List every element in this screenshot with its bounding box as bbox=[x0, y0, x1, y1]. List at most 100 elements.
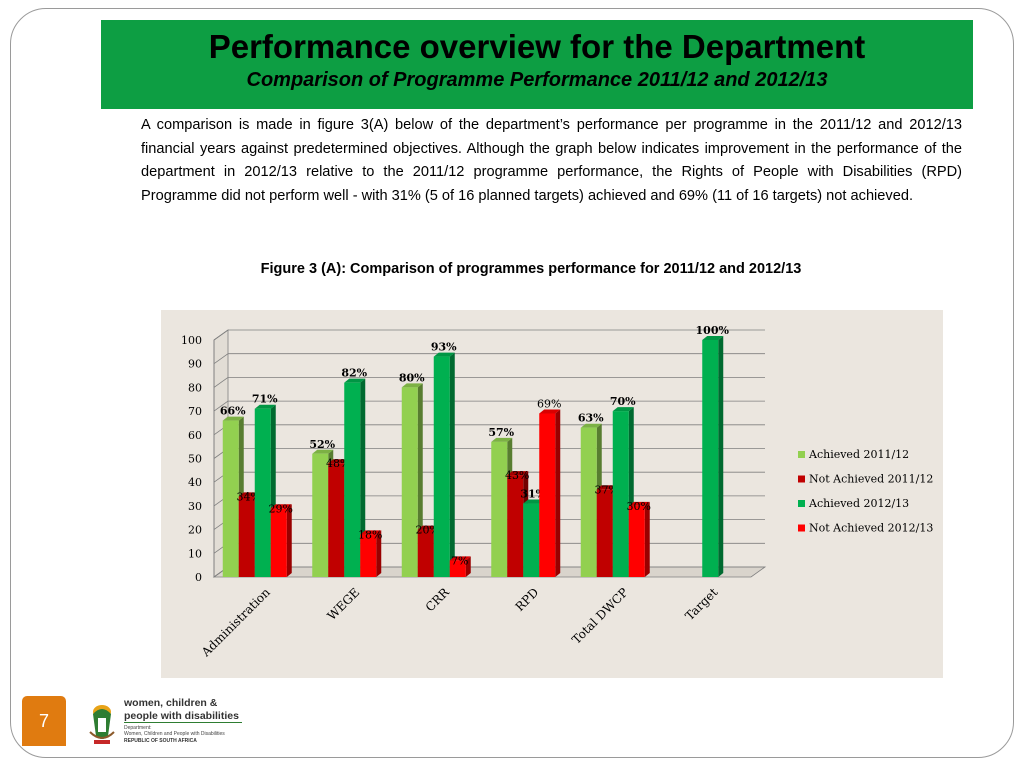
bar-top bbox=[254, 404, 276, 409]
dept-line2: Women, Children and People with Disabili… bbox=[124, 731, 225, 737]
bar bbox=[507, 475, 524, 577]
bar bbox=[417, 529, 434, 577]
bar-side bbox=[644, 501, 650, 577]
legend-swatch bbox=[798, 524, 805, 532]
bar-top bbox=[523, 499, 545, 504]
x-tick-label: RPD bbox=[513, 585, 542, 614]
bar-top bbox=[491, 437, 513, 442]
dept-line3: REPUBLIC OF SOUTH AFRICA bbox=[124, 738, 197, 744]
bar-top bbox=[270, 504, 292, 509]
x-tick-label: CRR bbox=[423, 585, 453, 615]
bar-top bbox=[612, 407, 634, 412]
bar-top bbox=[539, 409, 561, 414]
bar bbox=[523, 503, 540, 577]
slide-subtitle: Comparison of Programme Performance 2011… bbox=[246, 69, 828, 91]
bar-side bbox=[718, 336, 724, 577]
legend-entry: Not Achieved 2012/13 bbox=[809, 522, 933, 535]
data-label: 30% bbox=[627, 500, 651, 513]
bar bbox=[628, 505, 645, 577]
dept-line1: Department: bbox=[124, 725, 152, 731]
data-label: 66% bbox=[220, 405, 246, 418]
bar bbox=[596, 489, 613, 577]
coat-of-arms-icon bbox=[89, 705, 115, 744]
data-label: 80% bbox=[399, 371, 425, 384]
gridline-depth bbox=[213, 400, 229, 412]
bar bbox=[580, 427, 597, 577]
bar-side bbox=[360, 378, 366, 577]
y-tick-label: 40 bbox=[188, 476, 202, 489]
data-label: 82% bbox=[341, 367, 367, 380]
legend-swatch bbox=[798, 451, 805, 458]
chart-floor bbox=[212, 566, 767, 578]
bar-top bbox=[238, 492, 260, 497]
bar-top bbox=[222, 416, 244, 421]
y-tick-label: 50 bbox=[188, 453, 202, 466]
bar bbox=[449, 560, 466, 577]
bar bbox=[328, 463, 345, 577]
gridline-depth bbox=[213, 377, 229, 388]
y-tick-label: 70 bbox=[188, 405, 202, 418]
page-number: 7 bbox=[22, 696, 66, 746]
y-tick-label: 80 bbox=[188, 381, 202, 394]
x-tick-label: Total DWCP bbox=[569, 585, 631, 647]
data-label: 71% bbox=[252, 393, 278, 406]
data-label: 52% bbox=[309, 438, 335, 451]
legend-entry: Achieved 2011/12 bbox=[808, 448, 909, 461]
data-label: 43% bbox=[505, 469, 529, 482]
gridline-depth bbox=[213, 329, 229, 341]
data-label: 7% bbox=[451, 554, 468, 567]
bar bbox=[344, 382, 361, 577]
data-label: 100% bbox=[696, 324, 730, 337]
bar-top bbox=[312, 449, 334, 454]
bar-top bbox=[507, 471, 529, 476]
y-tick-label: 90 bbox=[188, 358, 202, 371]
x-tick-label: WEGE bbox=[325, 585, 363, 623]
x-tick-label: Target bbox=[682, 585, 720, 623]
bar bbox=[539, 413, 556, 577]
bar-side bbox=[555, 409, 561, 577]
bar bbox=[612, 411, 629, 577]
bar bbox=[254, 408, 271, 577]
bar-top bbox=[344, 378, 366, 383]
y-tick-label: 20 bbox=[188, 524, 202, 537]
logo-divider bbox=[124, 722, 242, 723]
bar-side bbox=[465, 556, 471, 577]
intro-paragraph: A comparison is made in figure 3(A) belo… bbox=[141, 117, 962, 204]
legend-swatch bbox=[798, 475, 805, 483]
bar-top bbox=[401, 383, 423, 388]
chart-area: 0 10 20 30 40 50 60 70 80 90 100 66% 52% 80% 57% 63% 34%… bbox=[161, 310, 943, 678]
org-name-line1: women, children & bbox=[124, 697, 218, 709]
data-label: 63% bbox=[578, 412, 604, 425]
bar bbox=[433, 356, 450, 577]
bar bbox=[222, 420, 239, 577]
org-name-line2: people with disabilities bbox=[124, 710, 239, 722]
y-tick-label: 100 bbox=[181, 334, 202, 347]
data-label: 70% bbox=[610, 395, 636, 408]
bar-top bbox=[596, 485, 618, 490]
bar-top bbox=[360, 530, 382, 535]
data-label: 93% bbox=[431, 341, 457, 354]
bar bbox=[238, 496, 255, 577]
bar-top bbox=[449, 556, 471, 561]
bar-top bbox=[580, 423, 602, 428]
bar-side bbox=[376, 530, 382, 577]
legend-entry: Not Achieved 2011/12 bbox=[809, 473, 933, 486]
bar-chart: 010203040506070809010066%52%80%57%63%34%… bbox=[181, 324, 933, 660]
data-label: 57% bbox=[488, 426, 514, 439]
bar bbox=[360, 534, 377, 577]
gridline-depth bbox=[213, 353, 229, 365]
bar bbox=[491, 441, 508, 577]
legend-swatch bbox=[798, 500, 805, 507]
figure-title: Figure 3 (A): Comparison of programmes p… bbox=[260, 261, 802, 277]
bar-top bbox=[702, 336, 724, 340]
title-banner: Performance overview for the Department … bbox=[101, 20, 973, 109]
bar-top bbox=[417, 525, 439, 530]
data-label: 29% bbox=[269, 502, 293, 515]
bar-top bbox=[628, 501, 650, 506]
bar bbox=[702, 340, 719, 577]
y-tick-label: 0 bbox=[195, 571, 202, 584]
y-tick-label: 30 bbox=[188, 500, 202, 513]
bar bbox=[401, 387, 418, 577]
y-tick-label: 60 bbox=[188, 429, 202, 442]
legend-entry: Achieved 2012/13 bbox=[808, 497, 909, 510]
